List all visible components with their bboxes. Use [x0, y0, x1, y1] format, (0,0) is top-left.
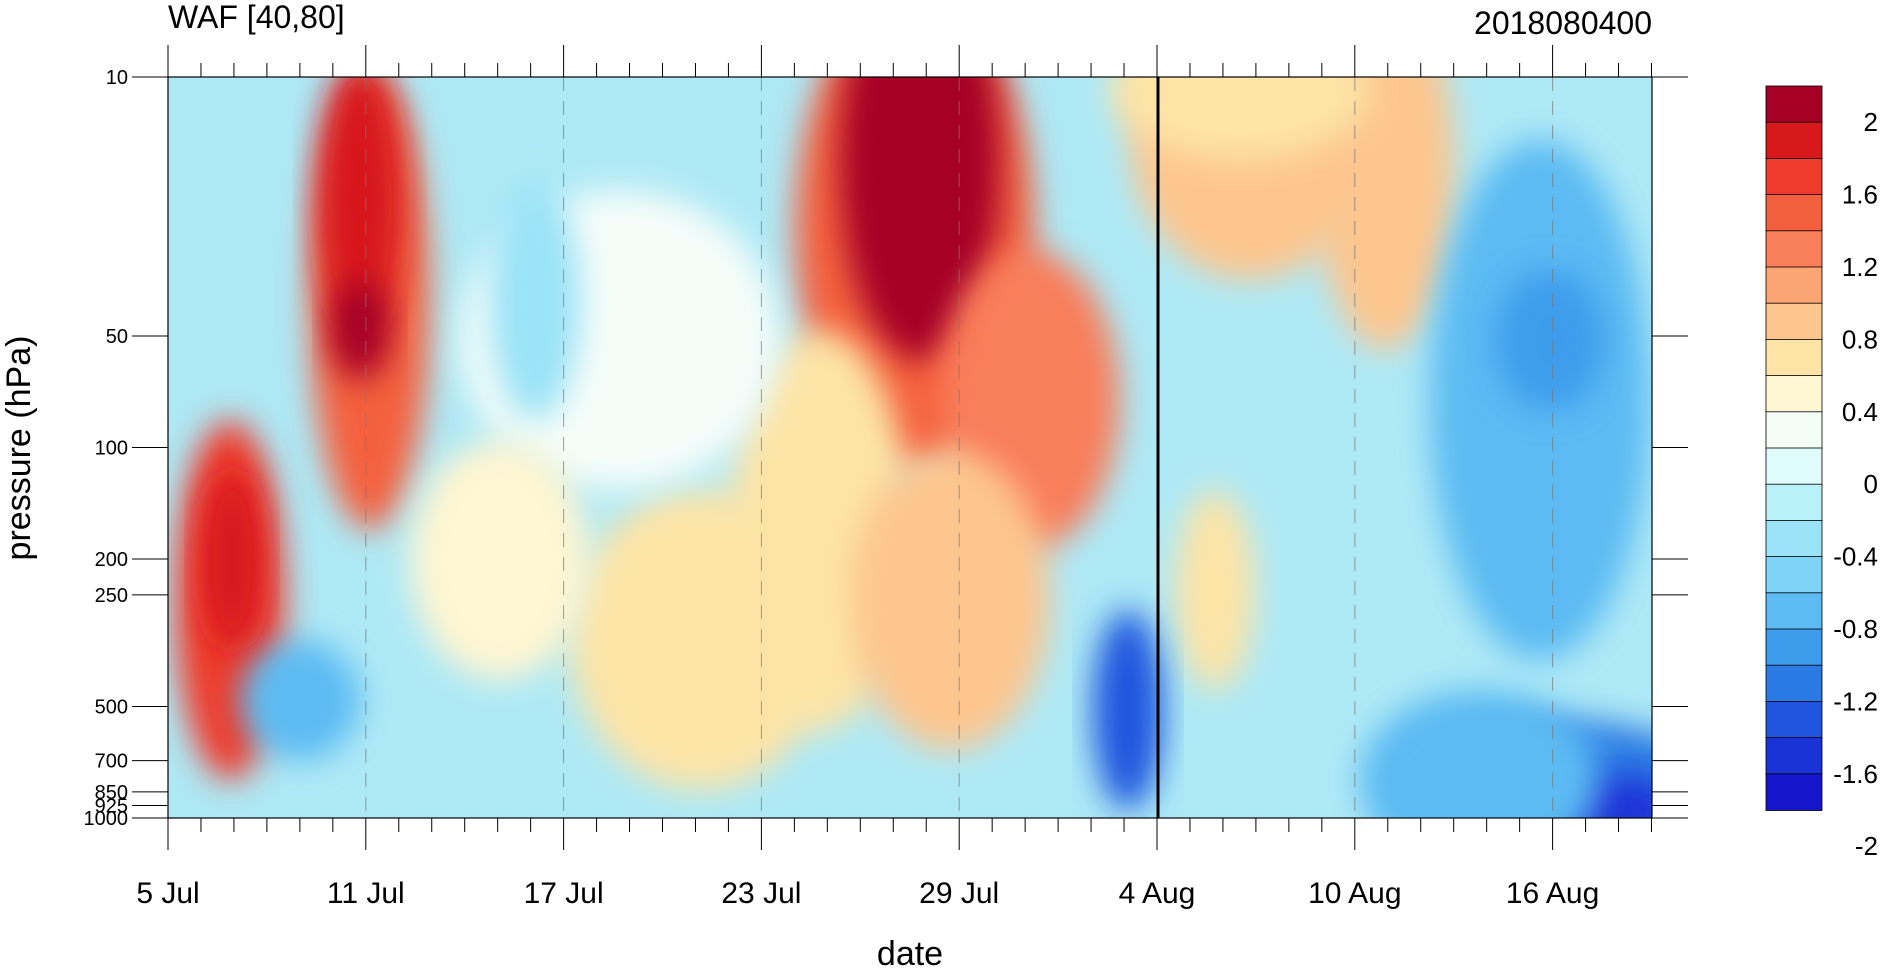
colorbar-label: -0.4: [1833, 542, 1878, 572]
colorbar-swatch: [1765, 302, 1823, 341]
colorbar-swatch: [1765, 628, 1823, 667]
colorbar-label: 0.4: [1842, 397, 1878, 427]
y-tick-label: 925: [95, 795, 128, 817]
colorbar-swatch: [1765, 701, 1823, 739]
colorbar-swatch: [1765, 592, 1823, 630]
x-tick-label: 5 Jul: [136, 877, 199, 910]
colorbar-label: 0.8: [1842, 324, 1878, 354]
colorbar-label: 2: [1864, 107, 1878, 137]
x-tick-label: 17 Jul: [524, 877, 604, 910]
colorbar-label: -1.6: [1833, 759, 1878, 789]
chart-title: WAF [40,80]: [168, 0, 345, 35]
contour-region: [240, 640, 360, 760]
contour-region: [410, 440, 590, 680]
colorbar-swatch: [1765, 556, 1823, 594]
contour-region: [330, 280, 390, 380]
colorbar-swatch: [1765, 266, 1823, 305]
x-axis-tick-labels: 5 Jul 11 Jul 17 Jul 23 Jul 29 Jul 4 Aug 10 Aug…: [136, 877, 1599, 910]
y-tick-label: 50: [106, 326, 128, 348]
y-axis-label: pressure (hPa): [0, 336, 38, 561]
colorbar-swatch: [1765, 194, 1823, 232]
colorbar-label: 0: [1864, 469, 1878, 499]
contour-plot-area: [167, 76, 1653, 819]
y-tick-label: 850: [95, 782, 128, 804]
contour-region: [1093, 610, 1163, 810]
contour-region: [570, 490, 830, 790]
contour-region: [1495, 270, 1605, 410]
contour-region: [850, 450, 1050, 750]
colorbar-swatch: [1765, 230, 1823, 268]
colorbar-swatch: [1765, 447, 1823, 486]
contour-region: [202, 470, 262, 650]
y-axis-ticks: [132, 76, 1688, 819]
colorbar-label: -1.2: [1833, 686, 1878, 716]
x-tick-label: 4 Aug: [1119, 877, 1196, 910]
x-tick-label: 23 Jul: [721, 877, 801, 910]
colorbar-swatch: [1765, 773, 1823, 811]
x-tick-label: 10 Aug: [1308, 877, 1401, 910]
colorbar-swatch: [1765, 338, 1823, 377]
contour-region: [1315, 77, 1455, 350]
contour-region: [490, 180, 580, 420]
colorbar-swatch: [1765, 157, 1823, 196]
contour-field: [175, 77, 1652, 818]
colorbar-swatch: [1765, 520, 1823, 558]
colorbar: [1765, 85, 1823, 811]
y-tick-label: 100: [95, 438, 128, 460]
chart-subtitle: 2018080400: [1474, 5, 1652, 41]
colorbar-label: 1.6: [1842, 180, 1878, 210]
contour-region: [840, 77, 1000, 360]
contour-region: [318, 77, 402, 340]
contour-region: [1110, 77, 1370, 160]
colorbar-label: -0.8: [1833, 614, 1878, 644]
colorbar-label: -2: [1855, 831, 1878, 861]
colorbar-swatch: [1765, 737, 1823, 775]
y-tick-label: 1000: [84, 808, 129, 830]
y-tick-label: 250: [95, 585, 128, 607]
y-tick-label: 10: [106, 67, 128, 89]
y-tick-label: 200: [95, 549, 128, 571]
colorbar-labels: 2 1.6 1.2 0.8 0.4 0 -0.4 -0.8 -1.2 -1.6 -2: [1833, 107, 1878, 861]
colorbar-swatch: [1765, 411, 1823, 449]
contour-region: [1175, 490, 1255, 690]
y-tick-label: 500: [95, 696, 128, 718]
colorbar-swatch: [1765, 85, 1823, 124]
colorbar-label: 1.2: [1842, 252, 1878, 282]
colorbar-swatch: [1765, 375, 1823, 413]
contour-region: [1360, 690, 1600, 818]
colorbar-swatch: [1765, 664, 1823, 703]
x-axis-label: date: [877, 935, 943, 968]
x-tick-label: 16 Aug: [1506, 877, 1599, 910]
colorbar-swatch: [1765, 121, 1823, 160]
y-tick-label: 700: [95, 751, 128, 773]
x-tick-label: 11 Jul: [327, 877, 405, 910]
colorbar-swatch: [1765, 483, 1823, 522]
x-axis-ticks: [167, 45, 1652, 850]
x-tick-label: 29 Jul: [919, 877, 999, 910]
